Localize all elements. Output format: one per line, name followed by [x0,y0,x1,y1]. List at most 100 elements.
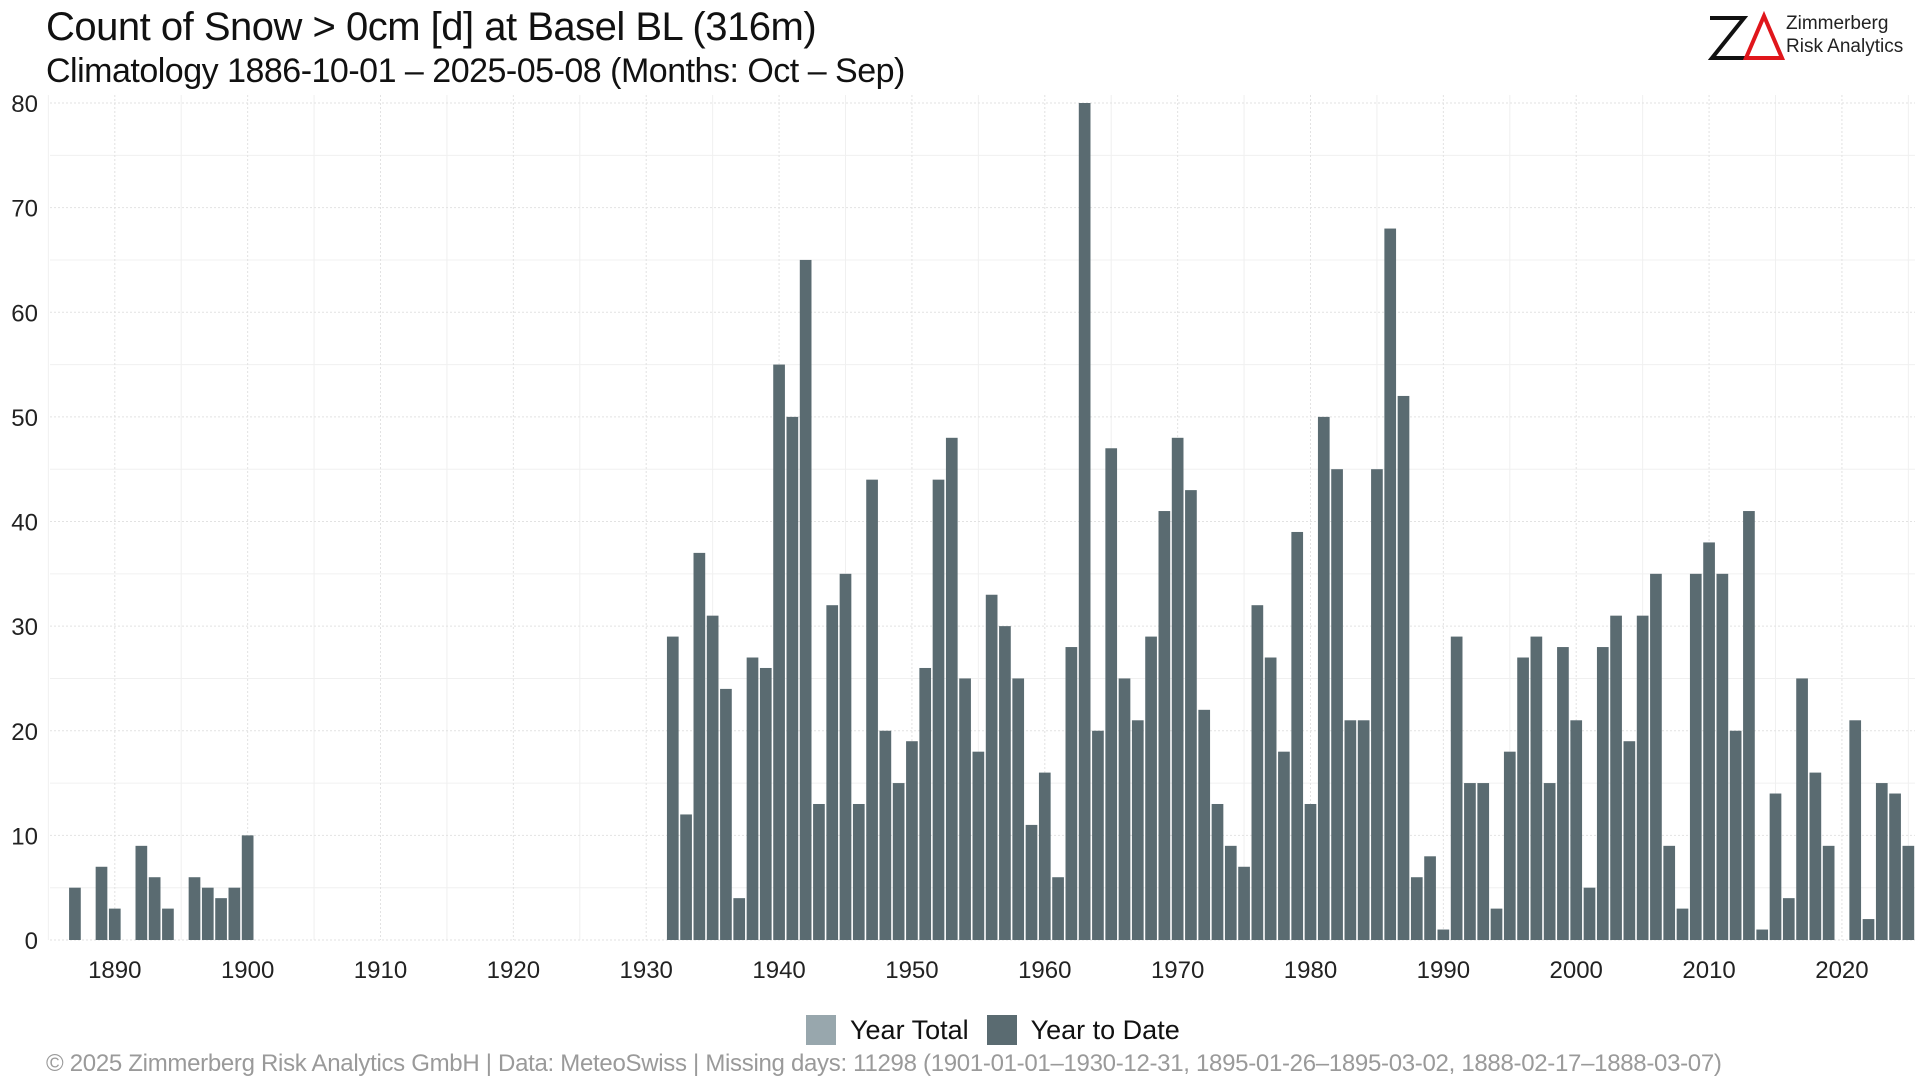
bar [1583,887,1596,940]
chart-title: Count of Snow > 0cm [d] at Basel BL (316… [46,5,817,49]
legend-item-year-total: Year Total [806,1015,969,1046]
bar [932,479,945,940]
bar [135,845,148,940]
bar [1092,730,1104,940]
bar [1384,228,1397,941]
bar [188,877,201,940]
bar [1410,877,1423,940]
bar [1822,845,1835,940]
bar [1557,647,1569,940]
bar [108,908,121,940]
legend-item-year-to-date: Year to Date [986,1015,1180,1046]
bar [1211,803,1224,940]
bar [1729,730,1742,940]
bar [1052,877,1064,940]
legend-label-year-total: Year Total [850,1014,969,1045]
bar [746,657,759,940]
y-tick-label: 50 [11,405,38,432]
logo-mark-icon [1707,10,1786,60]
bar [1889,793,1901,940]
bar [1344,720,1357,940]
y-tick-label: 40 [11,510,38,537]
logo-line-2: Risk Analytics [1786,36,1904,57]
bar [1317,416,1330,940]
bar [1012,678,1025,940]
bar [972,751,985,940]
bar [1331,469,1343,940]
bar [1291,531,1304,940]
bar [1224,845,1237,940]
bar [1517,657,1529,940]
bar [241,835,254,940]
series-1 [69,103,1915,941]
legend-swatch-year-total [806,1015,836,1045]
bar [1650,573,1662,940]
bar [1424,856,1436,940]
bar [1663,845,1676,940]
bar [1357,720,1370,940]
bar [1716,573,1729,940]
bar-chart: 0 10 20 30 40 50 60 70 80 1890 1900 1910 1920 1930 19… [11,91,1915,984]
y-axis-ticks: 0 10 20 30 40 50 60 70 80 [11,91,38,955]
bar [1371,469,1383,940]
x-tick-label: 1990 [1417,957,1470,984]
bar [1796,678,1808,940]
chart-subtitle: Climatology 1886-10-01 – 2025-05-08 (Mon… [46,52,905,90]
x-tick-label: 2000 [1550,957,1603,984]
x-tick-label: 1890 [88,957,141,984]
bar [1490,908,1503,940]
bar [959,678,971,940]
bar [1782,898,1795,940]
bar [1676,908,1689,940]
bar [1875,783,1888,940]
bar [1251,605,1264,940]
y-tick-label: 30 [11,614,38,641]
grid-lines [47,95,1915,941]
bar [1743,511,1755,940]
x-tick-label: 2010 [1682,957,1735,984]
bar [1304,803,1317,940]
bar [919,667,932,940]
bar [1397,395,1410,940]
bar [215,898,227,940]
x-axis-ticks: 1890 1900 1910 1920 1930 1940 1950 1960 1970 1980… [88,957,1869,984]
bar [1503,751,1516,940]
bar [680,814,692,940]
y-tick-label: 10 [11,823,38,850]
footer-credits: © 2025 Zimmerberg Risk Analytics GmbH | … [46,1050,1722,1077]
x-tick-label: 1910 [354,957,407,984]
bar [69,887,81,940]
bar [228,887,241,940]
bar [1689,573,1702,940]
bar [1450,636,1463,940]
bar [1158,511,1171,940]
x-tick-label: 1920 [487,957,540,984]
bar [1145,636,1157,940]
company-logo: Zimmerberg Risk Analytics [1706,10,1906,64]
bar [945,437,958,940]
y-tick-label: 70 [11,196,38,223]
bar [1437,929,1450,940]
bar [1623,741,1636,940]
logo-text: Zimmerberg Risk Analytics [1786,12,1903,58]
bar [1038,772,1051,940]
bar [1185,490,1197,940]
bar [1530,636,1543,940]
bar [852,803,865,940]
bar [1703,542,1715,940]
bar [720,688,732,940]
y-tick-label: 80 [11,91,38,118]
x-tick-label: 1970 [1151,957,1204,984]
bar [1264,657,1277,940]
legend-swatch-year-to-date [986,1015,1017,1045]
bar [759,667,772,940]
y-tick-label: 60 [11,300,38,327]
bar [906,741,918,940]
bar [1596,647,1609,940]
bar [1543,783,1556,940]
y-tick-label: 20 [11,719,38,746]
bar [1862,919,1875,940]
x-tick-label: 1980 [1284,957,1337,984]
bar [1278,751,1290,940]
bar [1105,448,1118,940]
